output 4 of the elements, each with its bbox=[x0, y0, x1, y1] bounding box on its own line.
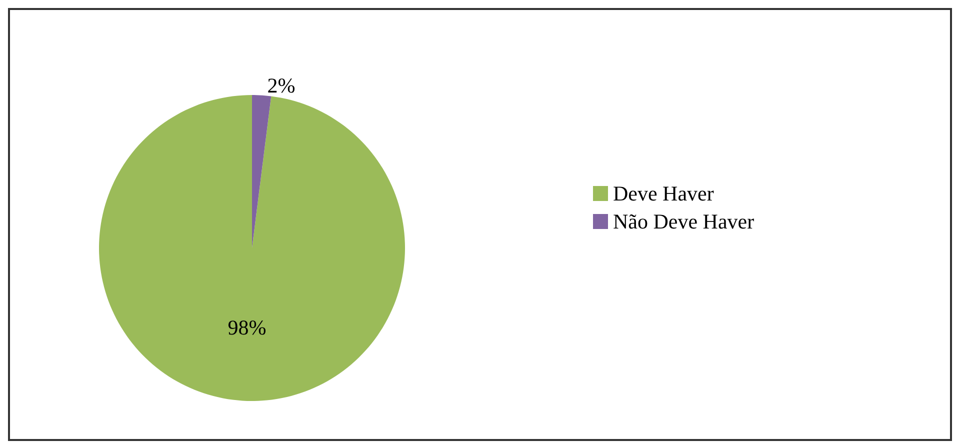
data-label: 2% bbox=[267, 73, 296, 98]
legend-label: Deve Haver bbox=[613, 182, 714, 206]
data-label: 98% bbox=[228, 315, 266, 340]
legend-label: Não Deve Haver bbox=[613, 210, 754, 234]
